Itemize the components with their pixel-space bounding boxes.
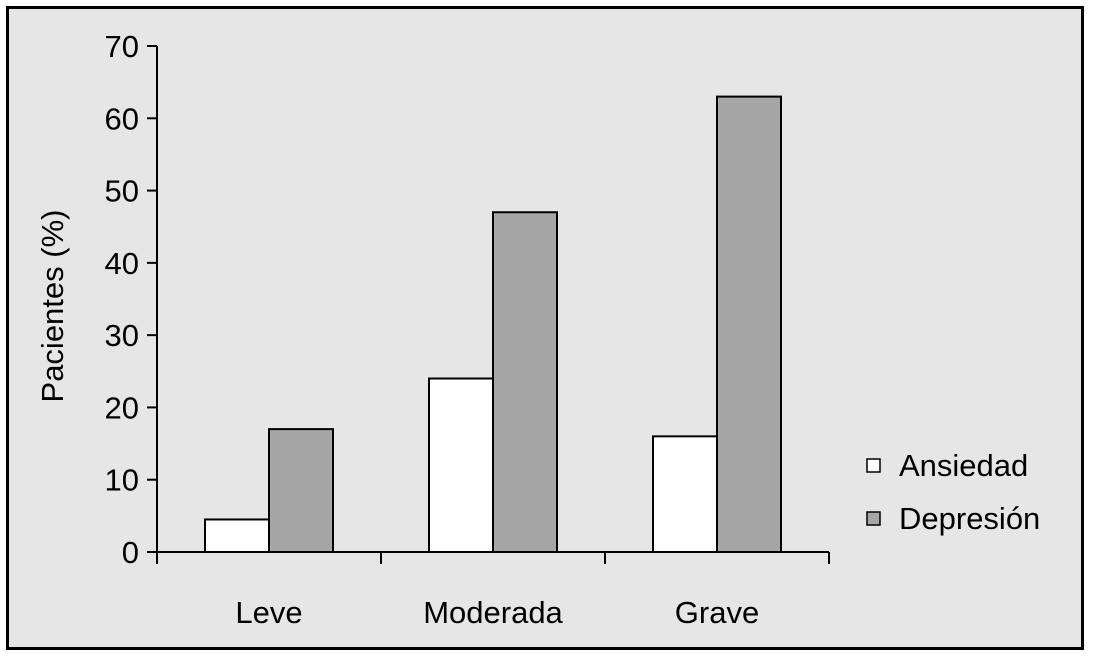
y-tick-label: 30 xyxy=(105,318,139,353)
chart-frame: 0 10 20 30 40 50 60 70 Leve Moderada Grave Pacien… xyxy=(6,6,1084,650)
legend: Ansiedad Depresión xyxy=(866,448,1040,536)
x-category-label: Leve xyxy=(235,595,302,630)
bar-depresión xyxy=(716,95,782,553)
bars-layer xyxy=(204,95,782,554)
legend-label: Ansiedad xyxy=(899,448,1028,483)
y-ticks-layer: 0 10 20 30 40 50 60 70 xyxy=(105,29,157,570)
y-tick-label: 10 xyxy=(105,463,139,498)
x-category-label: Moderada xyxy=(423,595,563,630)
y-tick-label: 40 xyxy=(105,246,139,281)
y-tick-label: 50 xyxy=(105,174,139,209)
bar-depresión xyxy=(268,428,334,553)
y-tick-label: 70 xyxy=(105,29,139,64)
y-tick-label: 20 xyxy=(105,390,139,425)
bar-depresión xyxy=(492,211,558,553)
bar-chart: 0 10 20 30 40 50 60 70 Leve Moderada Grave Pacien… xyxy=(35,29,1040,630)
bar-ansiedad xyxy=(204,518,270,554)
bar-ansiedad xyxy=(652,435,718,554)
bar-ansiedad xyxy=(428,377,494,553)
legend-swatch xyxy=(866,511,881,526)
x-ticks-layer: Leve Moderada Grave xyxy=(156,552,830,630)
legend-label: Depresión xyxy=(899,501,1040,536)
y-tick-label: 0 xyxy=(122,535,139,570)
y-tick-label: 60 xyxy=(105,101,139,136)
y-axis-label: Pacientes (%) xyxy=(35,210,70,403)
x-category-label: Grave xyxy=(675,595,759,630)
legend-swatch xyxy=(866,458,881,473)
